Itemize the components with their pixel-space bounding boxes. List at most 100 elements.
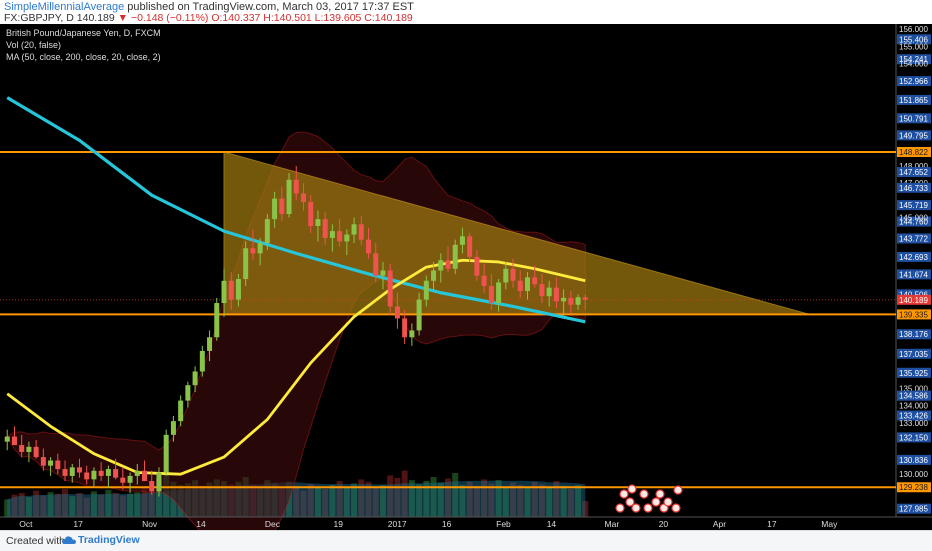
price-marker-label[interactable]: 129.238: [899, 483, 928, 492]
volume-bar: [394, 477, 401, 517]
price-marker-label[interactable]: 127.985: [899, 505, 928, 514]
price-marker-label[interactable]: 134.586: [899, 392, 928, 401]
candle-body: [561, 297, 567, 302]
price-marker-label[interactable]: 133.426: [899, 412, 928, 421]
price-marker-label-bg: [897, 147, 931, 158]
price-marker-label[interactable]: 148.822: [899, 148, 928, 157]
candle-body: [55, 460, 61, 470]
event-markers[interactable]: [615, 484, 683, 513]
candle-body: [185, 385, 191, 401]
price-tick-label: 156.000: [899, 25, 928, 34]
volume-bar: [112, 493, 119, 517]
price-marker-label[interactable]: 151.865: [899, 96, 928, 105]
price-marker-label[interactable]: 145.719: [899, 201, 928, 210]
volume-bar: [54, 493, 61, 517]
candle-body: [532, 277, 538, 285]
price-marker-label[interactable]: 142.693: [899, 253, 928, 262]
economic-event-marker[interactable]: [639, 489, 649, 499]
price-tick-label: 154.000: [899, 59, 928, 68]
volume-bar: [314, 487, 321, 517]
economic-event-marker[interactable]: [671, 503, 681, 513]
time-tick-label: 17: [73, 519, 83, 529]
price-marker-label[interactable]: 132.150: [899, 433, 928, 442]
price-tick-label: 155.000: [899, 42, 928, 51]
economic-event-marker[interactable]: [631, 503, 641, 513]
volume-bar: [90, 491, 97, 517]
price-marker-label-bg: [897, 54, 931, 65]
economic-event-marker[interactable]: [643, 503, 653, 513]
volume-bar: [351, 483, 358, 517]
volume-bar: [134, 492, 141, 517]
price-marker-label[interactable]: 139.335: [899, 310, 928, 319]
candle-body: [322, 219, 328, 238]
price-marker-label[interactable]: 149.795: [899, 131, 928, 140]
economic-event-marker[interactable]: [655, 489, 665, 499]
ohlc-values: O:140.337 H:140.501 L:139.605 C:140.189: [211, 12, 413, 24]
volume-bar: [40, 495, 47, 517]
economic-event-marker[interactable]: [627, 484, 637, 494]
time-axis[interactable]: Oct 17 Nov 14 Dec 19 2017 16 Feb 14 Mar 20 Apr 17 May: [0, 516, 932, 529]
price-marker-label-bg: [897, 251, 931, 262]
legend-vol: Vol (20, false): [6, 40, 61, 50]
economic-event-marker[interactable]: [619, 489, 629, 499]
economic-event-marker[interactable]: [615, 503, 625, 513]
price-marker-label-bg: [897, 329, 931, 340]
economic-event-marker[interactable]: [663, 497, 673, 507]
price-marker-label[interactable]: 143.772: [899, 234, 928, 243]
price-marker-label[interactable]: 147.652: [899, 168, 928, 177]
economic-event-marker[interactable]: [625, 497, 635, 507]
author-link[interactable]: SimpleMillennialAverage: [4, 1, 125, 13]
candle-body: [488, 285, 494, 304]
economic-event-marker[interactable]: [651, 497, 661, 507]
time-tick-label: 20: [659, 519, 669, 529]
volume-bar: [575, 485, 582, 517]
price-marker-label-bg: [897, 390, 931, 401]
candle-body: [62, 469, 68, 476]
volume-bar: [408, 480, 415, 517]
price-marker-label[interactable]: 135.925: [899, 369, 928, 378]
candle-body: [149, 481, 155, 492]
time-tick-label: 17: [767, 519, 777, 529]
symbol-label: FX:GBPJPY, D: [4, 12, 74, 24]
candle-body: [235, 279, 241, 300]
volume-bar: [33, 490, 40, 517]
price-marker-label[interactable]: 138.176: [899, 330, 928, 339]
economic-event-marker[interactable]: [673, 485, 683, 495]
price-marker-label[interactable]: 144.760: [899, 218, 928, 227]
volume-bar: [358, 479, 365, 517]
price-marker-label[interactable]: 130.836: [899, 456, 928, 465]
volume-bar: [452, 473, 459, 517]
volume-bar: [47, 492, 54, 517]
volume-bar: [531, 481, 538, 517]
price-marker-label[interactable]: 154.241: [899, 55, 928, 64]
candle-body: [178, 400, 184, 422]
price-marker-label[interactable]: 155.406: [899, 35, 928, 44]
price-marker-label[interactable]: 137.035: [899, 350, 928, 359]
volume-bar: [582, 501, 589, 517]
price-marker-label[interactable]: 150.791: [899, 114, 928, 123]
candle-body: [459, 236, 465, 245]
candle-body: [48, 460, 54, 466]
candle-body: [308, 202, 314, 226]
candle-body: [163, 434, 169, 473]
price-marker-label-bg: [897, 432, 931, 443]
volume-bar: [560, 485, 567, 517]
created-with-label: Created with: [6, 535, 65, 547]
price-marker-label[interactable]: 140.189: [899, 296, 928, 305]
price-marker-label[interactable]: 141.674: [899, 270, 928, 279]
footer: Created with TradingView: [0, 530, 932, 551]
price-marker-label[interactable]: 146.733: [899, 184, 928, 193]
price-marker-label-bg: [897, 76, 931, 87]
candle-body: [199, 350, 205, 372]
candle-body: [113, 469, 119, 478]
price-marker-label[interactable]: 152.966: [899, 77, 928, 86]
candle-body: [423, 280, 429, 300]
price-marker-label-bg: [897, 348, 931, 359]
candle-body: [409, 330, 415, 338]
volume-bar: [343, 486, 350, 517]
volume-ma-area: [7, 480, 586, 517]
tradingview-brand[interactable]: TradingView: [78, 534, 140, 546]
candle-body: [156, 472, 162, 492]
